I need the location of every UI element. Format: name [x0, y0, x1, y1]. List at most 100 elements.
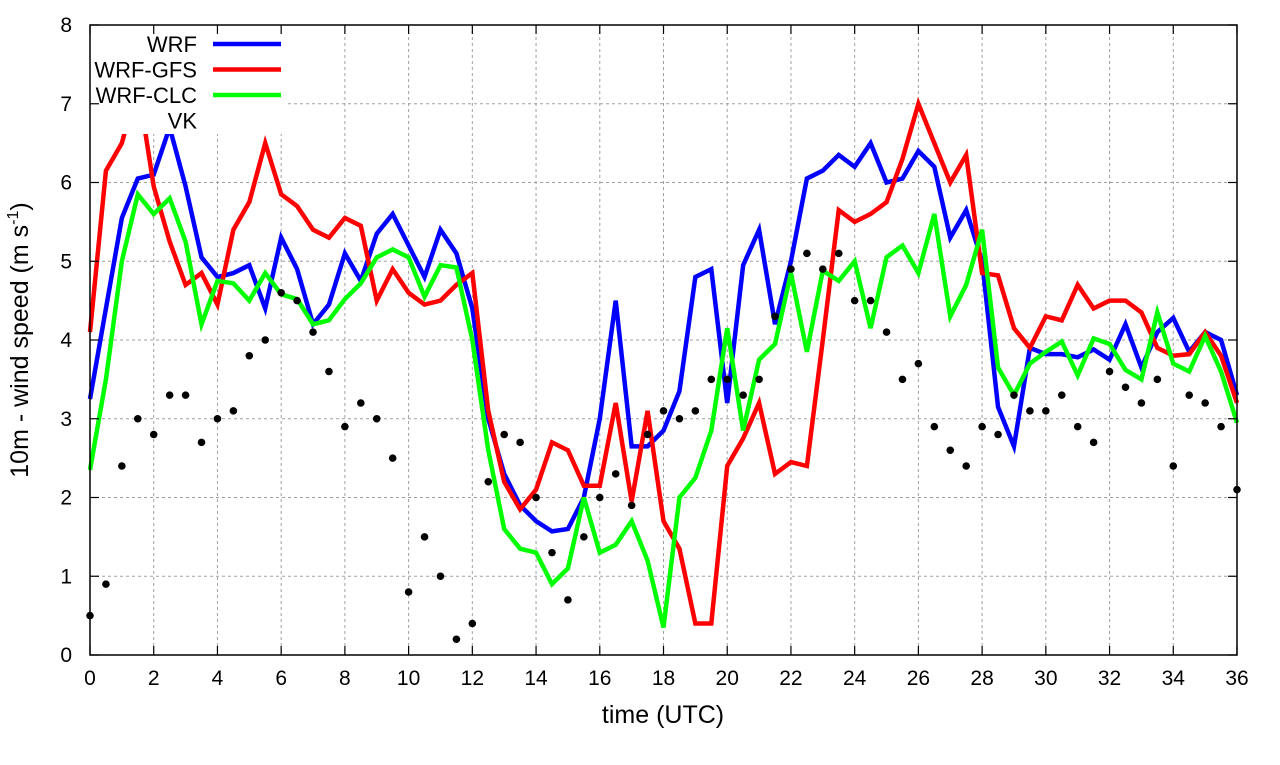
x-tick-label: 12 — [461, 667, 484, 690]
legend-label-wrf: WRF — [147, 32, 197, 57]
y-axis-label-main: 10m - wind speed (m s — [6, 225, 34, 478]
data-point-vk — [627, 501, 636, 510]
data-point-vk — [611, 470, 620, 478]
data-point-vk — [675, 414, 684, 423]
y-tick-label: 7 — [60, 93, 72, 116]
x-tick-label: 34 — [1162, 667, 1186, 690]
y-tick-label: 2 — [60, 487, 72, 510]
data-point-vk — [962, 462, 970, 470]
data-point-vk — [133, 414, 142, 423]
data-point-vk — [1137, 399, 1146, 407]
x-tick-label: 4 — [212, 667, 224, 690]
data-point-vk — [516, 438, 524, 447]
x-axis-label: time (UTC) — [602, 701, 724, 729]
x-tick-label: 28 — [970, 667, 993, 690]
y-tick-label: 8 — [60, 14, 72, 37]
data-point-vk — [1073, 422, 1082, 431]
data-point-vk — [819, 265, 827, 273]
data-point-vk — [357, 399, 365, 407]
x-tick-label: 30 — [1034, 667, 1057, 690]
data-point-vk — [388, 454, 397, 462]
legend-label-vk: VK — [168, 109, 198, 134]
data-point-vk — [1042, 407, 1050, 415]
x-tick-label: 2 — [148, 667, 160, 690]
data-point-vk — [1217, 422, 1225, 431]
data-point-vk — [691, 407, 700, 415]
data-point-vk — [564, 596, 572, 604]
data-point-vk — [739, 391, 747, 399]
data-point-vk — [229, 407, 238, 415]
x-tick-label: 16 — [588, 667, 611, 690]
data-point-vk — [914, 359, 923, 368]
data-point-vk — [1185, 391, 1194, 399]
data-point-vk — [659, 407, 668, 415]
data-point-vk — [102, 580, 110, 588]
data-point-vk — [181, 391, 190, 399]
data-point-vk — [580, 533, 588, 541]
data-point-vk — [532, 493, 540, 502]
data-point-vk — [1010, 391, 1018, 399]
x-tick-label: 26 — [907, 667, 930, 690]
data-point-vk — [213, 414, 222, 423]
data-point-vk — [309, 328, 317, 336]
data-point-vk — [372, 414, 381, 423]
data-point-vk — [1089, 438, 1098, 447]
y-axis-label-sup: -1 — [5, 211, 22, 225]
x-tick-label: 18 — [652, 667, 675, 690]
data-point-vk — [882, 328, 891, 336]
data-point-vk — [994, 430, 1002, 439]
data-point-vk — [1121, 383, 1130, 392]
data-point-vk — [484, 477, 493, 486]
data-point-vk — [803, 249, 811, 258]
data-point-vk — [898, 375, 907, 384]
data-point-vk — [293, 296, 301, 305]
data-point-vk — [245, 351, 254, 360]
data-point-vk — [946, 446, 955, 455]
data-point-vk — [548, 548, 556, 557]
data-point-vk — [1201, 399, 1209, 407]
data-point-vk — [595, 493, 604, 502]
data-point-vk — [1169, 462, 1178, 470]
data-point-vk — [866, 296, 875, 305]
x-tick-label: 32 — [1098, 667, 1121, 690]
series-layer — [86, 83, 1241, 644]
data-point-vk — [149, 430, 158, 439]
data-point-vk — [1105, 367, 1114, 376]
data-point-vk — [1153, 375, 1162, 384]
y-axis-label-close: ) — [6, 202, 34, 210]
data-point-vk — [197, 438, 206, 447]
legend-label-wrf-clc: WRF-CLC — [96, 83, 198, 108]
y-tick-label: 3 — [60, 408, 72, 431]
data-point-vk — [420, 533, 429, 541]
grid — [90, 25, 1237, 655]
data-point-vk — [404, 588, 413, 596]
x-tick-label: 0 — [84, 667, 96, 690]
data-point-vk — [500, 430, 508, 439]
x-tick-label: 24 — [843, 667, 867, 690]
series-line-wrf-gfs — [87, 83, 1240, 626]
data-point-vk — [261, 336, 270, 344]
data-point-vk — [850, 296, 859, 305]
data-point-vk — [468, 619, 477, 628]
ticks: 0 2 4 6 8 10 12 14 16 18 20 22 24 26 28 30 32 34 360123456… — [60, 14, 1248, 690]
data-point-vk — [707, 375, 716, 384]
y-tick-label: 4 — [60, 329, 72, 352]
x-tick-label: 6 — [275, 667, 287, 690]
x-tick-label: 22 — [779, 667, 802, 690]
data-point-vk — [930, 422, 939, 431]
data-point-vk — [1057, 391, 1066, 399]
x-tick-label: 36 — [1225, 667, 1248, 690]
data-point-vk — [118, 462, 126, 470]
data-point-vk — [834, 249, 843, 258]
y-tick-label: 6 — [60, 172, 72, 195]
data-point-vk — [325, 367, 333, 376]
data-point-vk — [452, 635, 461, 644]
data-point-vk — [1026, 407, 1034, 415]
data-point-vk — [341, 422, 349, 431]
x-tick-label: 10 — [397, 667, 420, 690]
data-point-vk — [436, 572, 445, 581]
y-tick-label: 5 — [60, 250, 72, 273]
data-point-vk — [277, 288, 285, 297]
